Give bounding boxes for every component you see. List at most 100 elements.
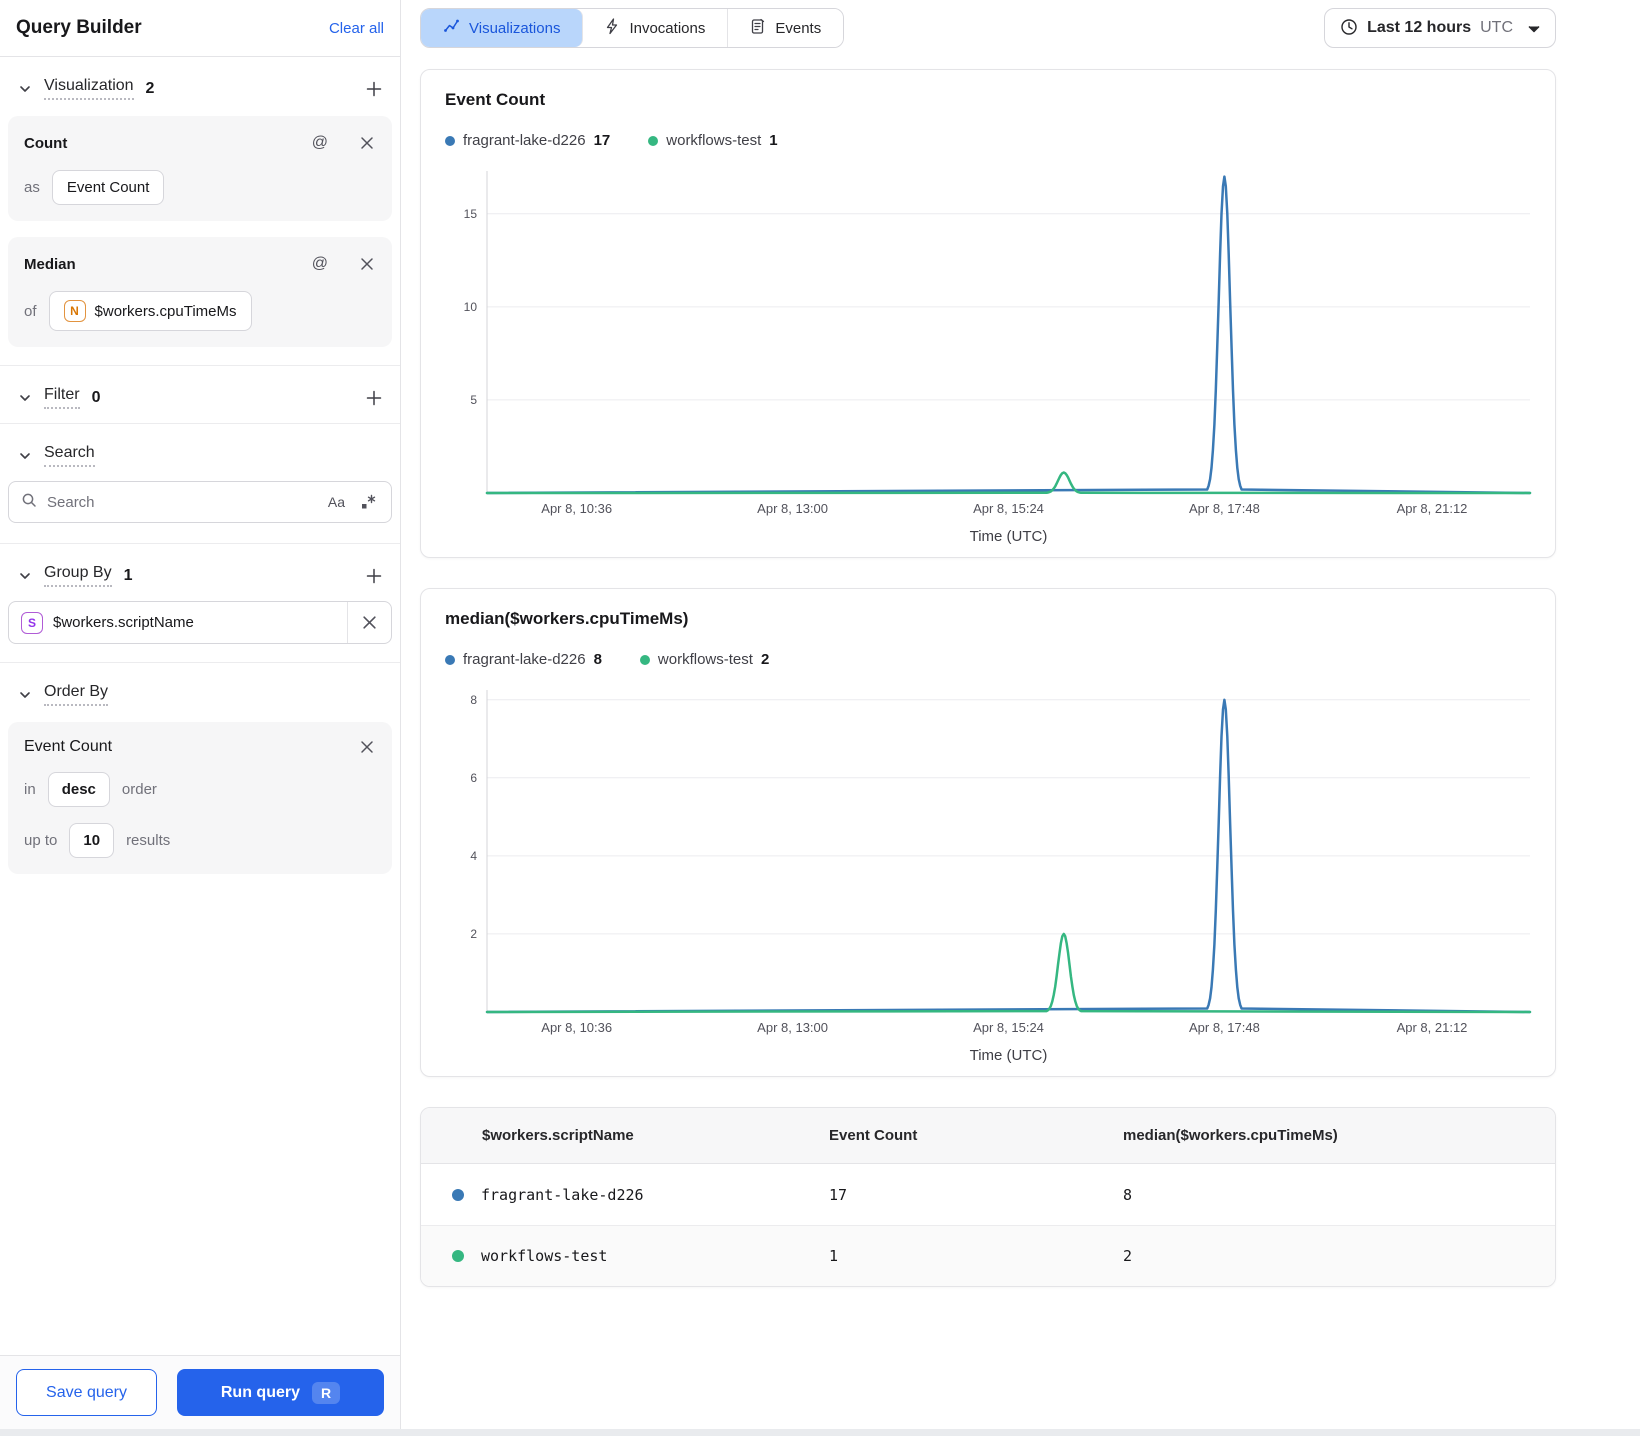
- table-header-row: $workers.scriptName Event Count median($…: [421, 1108, 1555, 1164]
- close-icon[interactable]: [358, 134, 376, 152]
- chevron-down-icon[interactable]: [16, 80, 34, 98]
- close-icon[interactable]: [358, 255, 376, 273]
- event-count-chart-card: Event Count fragrant-lake-d226 17 workfl…: [420, 69, 1556, 558]
- document-icon: [750, 18, 766, 39]
- legend-item[interactable]: fragrant-lake-d226 8: [445, 651, 602, 668]
- string-field-icon: S: [21, 611, 43, 634]
- median-cell: 8: [1123, 1185, 1133, 1204]
- page-title: Query Builder: [16, 17, 142, 38]
- filter-section-label: Filter: [44, 386, 80, 409]
- svg-text:4: 4: [470, 849, 477, 863]
- svg-text:5: 5: [470, 393, 477, 407]
- legend-dot: [445, 135, 455, 146]
- search-input[interactable]: [47, 493, 316, 511]
- series-color-dot: [452, 1250, 464, 1262]
- search-field-container: Aa: [8, 481, 392, 523]
- svg-text:Apr 8, 10:36: Apr 8, 10:36: [541, 501, 612, 516]
- group-by-field-value: $workers.scriptName: [53, 614, 194, 631]
- add-group-by-button[interactable]: [364, 566, 384, 586]
- legend-name: workflows-test: [666, 132, 762, 149]
- count-alias-field[interactable]: Event Count: [51, 170, 165, 205]
- view-tabbar: Visualizations Invocations Events: [420, 8, 845, 48]
- chevron-down-icon[interactable]: [16, 686, 34, 704]
- event-count-cell: 17: [829, 1185, 848, 1204]
- svg-text:Apr 8, 21:12: Apr 8, 21:12: [1397, 501, 1468, 516]
- chart-title: Event Count: [445, 90, 546, 109]
- remove-group-by-icon[interactable]: [347, 602, 391, 643]
- svg-text:Apr 8, 13:00: Apr 8, 13:00: [757, 1020, 828, 1035]
- tab-visualizations[interactable]: Visualizations: [421, 9, 584, 47]
- event-count-line-chart: 5 10 15 Apr 8, 10:36 Apr 8, 13:00 Apr 8, 15:2…: [464, 171, 1532, 545]
- tab-events-label: Events: [775, 19, 822, 37]
- in-label: in: [24, 781, 36, 798]
- series-color-dot: [452, 1188, 464, 1201]
- median-field-selector[interactable]: N $workers.cpuTimeMs: [48, 291, 252, 331]
- group-by-count: 1: [123, 566, 133, 584]
- chevron-down-icon[interactable]: [16, 447, 34, 465]
- result-limit-input[interactable]: 10: [69, 823, 115, 858]
- close-icon[interactable]: [358, 738, 376, 756]
- legend-value: 1: [769, 132, 778, 149]
- results-label: results: [126, 832, 171, 849]
- group-by-item: S $workers.scriptName: [8, 601, 392, 644]
- clock-icon: [1340, 18, 1358, 39]
- svg-text:Time (UTC): Time (UTC): [970, 1047, 1048, 1064]
- time-range-value: Last 12 hours: [1367, 19, 1472, 36]
- table-row: fragrant-lake-d226 17 8: [421, 1164, 1555, 1225]
- tab-events[interactable]: Events: [728, 9, 844, 47]
- sort-direction-selector[interactable]: desc: [47, 772, 110, 807]
- visualization-section-label: Visualization: [44, 77, 134, 100]
- add-visualization-button[interactable]: [364, 79, 384, 99]
- clear-all-button[interactable]: Clear all: [328, 19, 384, 37]
- search-section-label: Search: [44, 444, 95, 467]
- regex-icon[interactable]: [357, 491, 379, 513]
- chevron-down-icon[interactable]: [16, 567, 34, 585]
- chevron-down-icon[interactable]: [16, 389, 34, 407]
- group-by-section: Group By 1 S $workers.scriptName: [0, 544, 400, 662]
- as-label: as: [24, 179, 40, 196]
- legend-dot: [445, 654, 455, 665]
- time-range-selector[interactable]: Last 12 hours UTC: [1324, 8, 1556, 48]
- results-table: $workers.scriptName Event Count median($…: [420, 1107, 1556, 1287]
- order-by-section-label: Order By: [44, 683, 109, 706]
- svg-text:8: 8: [470, 693, 477, 707]
- add-filter-button[interactable]: [364, 388, 384, 408]
- legend-item[interactable]: workflows-test 1: [648, 132, 778, 149]
- run-query-button[interactable]: Run query R: [177, 1369, 384, 1416]
- case-sensitivity-icon[interactable]: Aa: [327, 494, 345, 510]
- run-shortcut-badge: R: [312, 1381, 341, 1404]
- group-by-section-label: Group By: [44, 564, 112, 587]
- tab-invocations-label: Invocations: [629, 19, 706, 37]
- caret-down-icon: [1528, 21, 1540, 36]
- sidebar-body: Visualization 2 Count @: [0, 57, 400, 1355]
- alias-icon[interactable]: @: [310, 132, 330, 154]
- run-query-label: Run query: [220, 1383, 300, 1401]
- legend-item[interactable]: workflows-test 2: [639, 651, 769, 668]
- sidebar-footer: Save query Run query R: [0, 1355, 400, 1429]
- lightning-icon: [605, 17, 620, 39]
- tab-invocations[interactable]: Invocations: [583, 9, 729, 47]
- svg-text:Apr 8, 15:24: Apr 8, 15:24: [973, 1020, 1044, 1035]
- filter-count: 0: [91, 388, 101, 406]
- window-bottom-edge: [0, 1429, 1640, 1436]
- event-count-cell: 1: [829, 1247, 839, 1265]
- main-content: Visualizations Invocations Events: [401, 0, 1640, 1429]
- alias-icon[interactable]: @: [310, 253, 330, 275]
- legend-item[interactable]: fragrant-lake-d226 17: [445, 132, 610, 149]
- svg-text:Apr 8, 17:48: Apr 8, 17:48: [1189, 501, 1260, 516]
- svg-text:Apr 8, 21:12: Apr 8, 21:12: [1397, 1020, 1468, 1035]
- order-by-card: Event Count in desc order up to: [8, 722, 392, 874]
- svg-text:Time (UTC): Time (UTC): [970, 528, 1048, 545]
- time-zone-value: UTC: [1480, 19, 1513, 36]
- group-by-field-selector[interactable]: S $workers.scriptName: [9, 611, 347, 634]
- sidebar-header: Query Builder Clear all: [0, 0, 400, 57]
- legend-dot: [648, 135, 659, 146]
- legend-name: fragrant-lake-d226: [463, 651, 586, 668]
- visualization-count: 2: [145, 79, 155, 97]
- visualization-section: Visualization 2 Count @: [0, 57, 400, 365]
- svg-text:10: 10: [464, 300, 478, 314]
- up-to-label: up to: [24, 832, 58, 849]
- save-query-button[interactable]: Save query: [16, 1369, 157, 1416]
- chart-line-icon: [443, 18, 460, 39]
- legend-name: fragrant-lake-d226: [463, 132, 586, 149]
